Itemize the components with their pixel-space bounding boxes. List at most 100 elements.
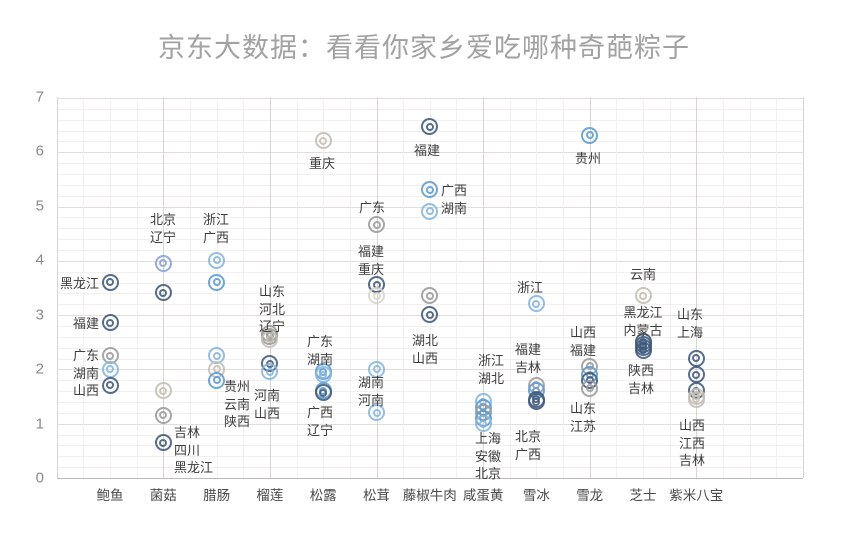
- data-point: [261, 363, 279, 381]
- province-label: 广西 湖南: [441, 182, 467, 217]
- province-label-line: 北京: [514, 429, 542, 444]
- data-point: [421, 306, 439, 324]
- data-point-inner-ring: [532, 397, 541, 406]
- data-point-inner-ring: [159, 438, 168, 447]
- gridline-minor: [616, 97, 618, 478]
- data-point-inner-ring: [532, 299, 541, 308]
- province-label: 福建 重庆: [358, 243, 384, 278]
- province-label-line: 湖南: [357, 375, 385, 390]
- y-axis-tick-label: 5: [35, 197, 44, 215]
- data-point-inner-ring: [425, 122, 434, 131]
- province-label-line: 福建: [569, 342, 597, 358]
- province-label-line: 河南: [357, 392, 385, 408]
- data-point: [101, 360, 119, 378]
- province-label-line: 吉林: [514, 359, 542, 375]
- data-point: [421, 287, 439, 305]
- data-point-inner-ring: [425, 207, 434, 216]
- province-label: 吉林 四川 黑龙江: [174, 424, 213, 477]
- data-point-inner-ring: [159, 259, 168, 267]
- data-point: [314, 366, 332, 384]
- gridline-minor: [509, 97, 511, 478]
- data-point-inner-ring: [265, 335, 274, 344]
- gridline-minor: [57, 108, 803, 110]
- data-point: [101, 376, 119, 394]
- province-label: 黑龙江 内蒙古: [623, 304, 662, 339]
- data-point: [368, 404, 385, 422]
- data-point-inner-ring: [212, 256, 221, 265]
- y-axis-tick-label: 2: [35, 360, 44, 378]
- chart-title: 京东大数据：看看你家乡爱吃哪种奇葩粽子: [158, 33, 690, 63]
- province-label: 山东 上海: [677, 306, 703, 341]
- gridline-minor: [403, 97, 405, 478]
- data-point: [687, 390, 705, 408]
- data-point: [368, 287, 385, 305]
- data-point: [154, 434, 172, 452]
- province-label-line: 四川: [174, 442, 201, 458]
- province-label-line: 北京: [149, 212, 177, 227]
- gridline-minor: [57, 250, 803, 251]
- province-label-line: 云南: [629, 267, 657, 282]
- province-label-line: 广西: [306, 405, 334, 420]
- gridline-minor: [669, 97, 671, 478]
- category-label: 榴莲: [256, 488, 284, 503]
- province-label-line: 河北: [258, 301, 286, 317]
- province-label: 福建: [73, 315, 99, 333]
- data-point-inner-ring: [319, 388, 328, 397]
- province-label-line: 云南: [224, 396, 251, 412]
- gridline-major: [57, 98, 803, 99]
- gridline-minor: [189, 97, 191, 478]
- data-point-inner-ring: [425, 310, 434, 319]
- data-point-inner-ring: [372, 408, 381, 417]
- data-point: [314, 384, 332, 402]
- data-point-inner-ring: [106, 351, 114, 360]
- province-label-line: 福建: [413, 143, 441, 158]
- province-label-line: 山西: [678, 418, 706, 433]
- province-label-line: 贵州: [574, 151, 602, 166]
- data-point-inner-ring: [425, 185, 434, 194]
- data-point-inner-ring: [639, 291, 647, 300]
- y-axis-tick-label: 7: [35, 88, 44, 106]
- province-label: 陕西 吉林: [628, 362, 654, 397]
- gridline-major: [802, 97, 804, 478]
- province-label-line: 河南: [253, 388, 281, 403]
- province-label-line: 湖南: [72, 365, 99, 381]
- province-label: 河南 山西: [254, 387, 280, 422]
- data-point: [154, 254, 172, 272]
- province-label-line: 北京: [474, 466, 502, 481]
- province-label-line: 安徽: [474, 448, 502, 464]
- province-label: 广东: [359, 199, 385, 217]
- data-point: [101, 314, 119, 332]
- data-point: [101, 273, 119, 291]
- province-label-line: 山东: [676, 307, 704, 322]
- province-label-line: 浙江: [202, 212, 230, 227]
- province-label-line: 广东: [72, 348, 99, 363]
- province-label-line: 福建: [514, 342, 542, 357]
- data-point: [368, 216, 385, 234]
- data-point-inner-ring: [106, 278, 114, 287]
- y-axis-tick-label: 1: [35, 415, 44, 433]
- data-point: [154, 406, 172, 424]
- category-label: 芝士: [629, 488, 657, 503]
- gridline-minor: [296, 97, 298, 478]
- category-label: 鲍鱼: [96, 488, 124, 503]
- data-point: [421, 118, 439, 136]
- province-label: 湖南 河南: [358, 374, 384, 409]
- data-point: [634, 341, 652, 359]
- province-label-line: 广西: [202, 229, 230, 245]
- province-label-line: 黑龙江: [174, 460, 214, 475]
- data-point-inner-ring: [159, 386, 168, 395]
- category-label: 紫米八宝: [669, 488, 724, 503]
- province-label: 云南: [630, 266, 656, 284]
- province-label-line: 吉林: [174, 425, 201, 440]
- province-label-line: 山西: [253, 405, 281, 421]
- data-point-inner-ring: [265, 367, 274, 376]
- category-label: 菌菇: [149, 488, 177, 503]
- data-point-inner-ring: [692, 370, 701, 379]
- data-point: [474, 415, 492, 433]
- province-label-line: 福建: [72, 316, 99, 331]
- data-point-inner-ring: [372, 291, 381, 300]
- y-axis-tick-label: 3: [35, 306, 44, 324]
- province-label-line: 上海: [474, 431, 502, 446]
- gridline-major: [56, 97, 58, 478]
- data-point: [421, 181, 439, 199]
